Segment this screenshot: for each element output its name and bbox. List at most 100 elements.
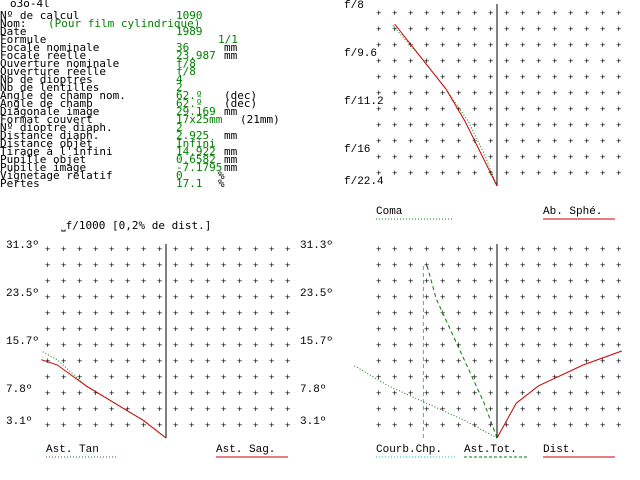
spec-unit: % bbox=[218, 169, 225, 182]
grid-mark: + bbox=[616, 421, 621, 431]
grid-mark: + bbox=[61, 293, 66, 303]
grid-mark: + bbox=[221, 325, 226, 335]
legend-label: Coma bbox=[376, 206, 403, 218]
grid-mark: + bbox=[205, 373, 210, 383]
spec-key: Nb de dioptres bbox=[0, 73, 93, 86]
grid-mark: + bbox=[616, 105, 621, 115]
grid-mark: + bbox=[77, 341, 82, 351]
grid-mark: + bbox=[488, 261, 493, 271]
grid-mark: + bbox=[392, 89, 397, 99]
grid-mark: + bbox=[45, 421, 50, 431]
window-title: o3o-4l bbox=[10, 0, 50, 10]
grid-mark: + bbox=[61, 325, 66, 335]
grid-mark: + bbox=[616, 389, 621, 399]
grid-mark: + bbox=[408, 261, 413, 271]
legend-label: Ast. Tan bbox=[46, 444, 99, 456]
grid-mark: + bbox=[189, 293, 194, 303]
grid-mark: + bbox=[520, 89, 525, 99]
grid-mark: + bbox=[536, 169, 541, 179]
spec-value: (Pour film cylindrique) bbox=[48, 17, 201, 30]
grid-mark: + bbox=[568, 341, 573, 351]
grid-mark: + bbox=[109, 245, 114, 255]
grid-mark: + bbox=[568, 57, 573, 67]
grid-mark: + bbox=[424, 293, 429, 303]
grid-mark: + bbox=[125, 357, 130, 367]
grid-mark: + bbox=[584, 389, 589, 399]
grid-mark: + bbox=[157, 309, 162, 319]
spec-key: Distance objet bbox=[0, 137, 93, 150]
grid-mark: + bbox=[600, 373, 605, 383]
spec-key: Ouverture réelle bbox=[0, 65, 106, 78]
spec-value: f/8 bbox=[176, 57, 196, 70]
grid-mark: + bbox=[157, 277, 162, 287]
grid-mark: + bbox=[253, 261, 258, 271]
grid-mark: + bbox=[536, 325, 541, 335]
grid-mark: + bbox=[157, 357, 162, 367]
grid-mark: + bbox=[392, 373, 397, 383]
grid-mark: + bbox=[77, 405, 82, 415]
grid-mark: + bbox=[392, 9, 397, 19]
grid-mark: + bbox=[93, 309, 98, 319]
grid-mark: + bbox=[472, 309, 477, 319]
grid-mark: + bbox=[269, 325, 274, 335]
grid-mark: + bbox=[456, 293, 461, 303]
grid-mark: + bbox=[205, 389, 210, 399]
grid-mark: + bbox=[408, 121, 413, 131]
grid-mark: + bbox=[125, 309, 130, 319]
grid-mark: + bbox=[488, 25, 493, 35]
grid-mark: + bbox=[568, 261, 573, 271]
grid-mark: + bbox=[472, 373, 477, 383]
grid-mark: + bbox=[189, 341, 194, 351]
grid-mark: + bbox=[536, 153, 541, 163]
grid-mark: + bbox=[488, 405, 493, 415]
grid-mark: + bbox=[552, 277, 557, 287]
grid-mark: + bbox=[253, 277, 258, 287]
grid-mark: + bbox=[269, 261, 274, 271]
spec-unit: mm bbox=[224, 41, 238, 54]
series-line bbox=[391, 23, 498, 187]
grid-mark: + bbox=[408, 421, 413, 431]
grid-mark: + bbox=[253, 293, 258, 303]
grid-mark: + bbox=[109, 421, 114, 431]
grid-mark: + bbox=[472, 105, 477, 115]
grid-mark: + bbox=[552, 293, 557, 303]
grid-mark: + bbox=[45, 325, 50, 335]
grid-mark: + bbox=[472, 357, 477, 367]
grid-mark: + bbox=[520, 73, 525, 83]
grid-mark: + bbox=[600, 169, 605, 179]
grid-mark: + bbox=[456, 9, 461, 19]
grid-mark: + bbox=[408, 105, 413, 115]
spec-value: 17.1 bbox=[176, 177, 203, 190]
grid-mark: + bbox=[472, 421, 477, 431]
grid-mark: + bbox=[568, 293, 573, 303]
grid-mark: + bbox=[392, 169, 397, 179]
grid-mark: + bbox=[221, 261, 226, 271]
grid-mark: + bbox=[536, 105, 541, 115]
grid-mark: + bbox=[93, 245, 98, 255]
grid-mark: + bbox=[456, 169, 461, 179]
grid-mark: + bbox=[504, 105, 509, 115]
grid-mark: + bbox=[77, 261, 82, 271]
grid-mark: + bbox=[93, 405, 98, 415]
grid-mark: + bbox=[285, 373, 290, 383]
grid-mark: + bbox=[408, 277, 413, 287]
grid-mark: + bbox=[189, 277, 194, 287]
grid-mark: + bbox=[584, 261, 589, 271]
grid-mark: + bbox=[504, 293, 509, 303]
grid-mark: + bbox=[392, 389, 397, 399]
grid-mark: + bbox=[376, 153, 381, 163]
y-tick-label: f/16 bbox=[344, 144, 370, 156]
grid-mark: + bbox=[237, 341, 242, 351]
grid-mark: + bbox=[584, 421, 589, 431]
grid-mark: + bbox=[408, 169, 413, 179]
y-tick-label: 15.7º bbox=[6, 336, 39, 348]
spec-key: Formule bbox=[0, 33, 47, 46]
grid-mark: + bbox=[376, 261, 381, 271]
grid-mark: + bbox=[488, 309, 493, 319]
spec-value: 29.169 bbox=[176, 105, 216, 118]
series-line bbox=[352, 364, 498, 439]
spec-value: 0 bbox=[176, 169, 183, 182]
grid-mark: + bbox=[440, 357, 445, 367]
grid-mark: + bbox=[520, 41, 525, 51]
spec-unit: (21mm) bbox=[240, 113, 280, 126]
